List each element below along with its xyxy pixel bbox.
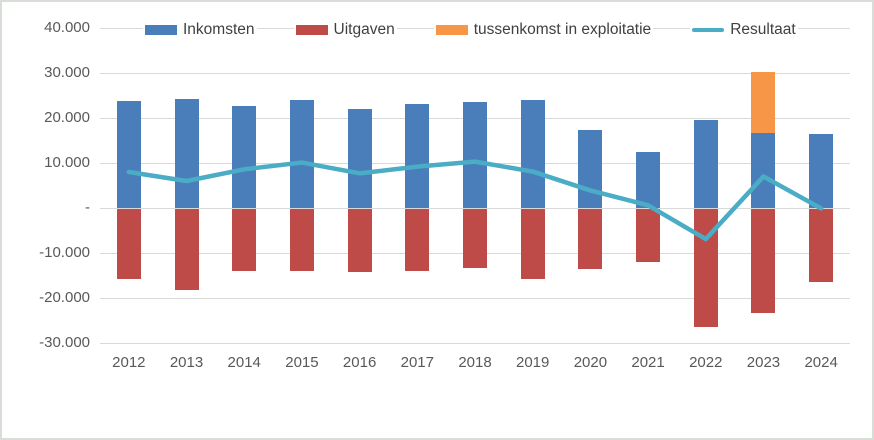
bar-inkomsten-2012: [116, 101, 141, 208]
legend-item-uitgaven: Uitgaven: [293, 21, 397, 39]
x-axis-tick-label: 2024: [804, 354, 838, 371]
bar-inkomsten-2015: [289, 100, 314, 208]
bar-inkomsten-2014: [232, 105, 257, 208]
x-axis-tick-label: 2015: [285, 354, 319, 371]
y-axis-tick-label: 40.000: [44, 19, 90, 36]
y-axis-tick-label: 30.000: [44, 64, 90, 81]
bar-inkomsten-2018: [463, 101, 487, 208]
y-axis-tick-label: 20.000: [44, 109, 90, 126]
y-axis-tick-label: -: [85, 199, 90, 216]
bar-uitgaven-2012: [116, 208, 141, 279]
bar-uitgaven-2015: [289, 208, 314, 271]
legend-label-inkomsten: Inkomsten: [183, 21, 255, 38]
bar-uitgaven-2013: [174, 208, 199, 291]
bar-uitgaven-2017: [405, 208, 430, 271]
x-axis-tick-label: 2016: [342, 354, 377, 371]
x-axis-tick-label: 2017: [400, 354, 434, 371]
bar-uitgaven-2023: [751, 208, 776, 313]
bar-tussenkomst-2023: [751, 71, 776, 133]
tussenkomst-swatch-icon: [435, 25, 468, 35]
x-axis-tick-label: 2013: [169, 354, 204, 371]
bar-inkomsten-2019: [520, 100, 545, 208]
bar-inkomsten-2013: [174, 98, 199, 208]
x-axis-tick-label: 2023: [746, 354, 781, 371]
bar-uitgaven-2018: [463, 208, 487, 268]
legend-label-uitgaven: Uitgaven: [333, 21, 395, 38]
bar-uitgaven-2022: [693, 208, 718, 328]
uitgaven-swatch-icon: [295, 25, 328, 35]
y-axis-tick-label: -30.000: [39, 334, 90, 351]
x-axis-tick-label: 2018: [458, 354, 492, 371]
x-axis-tick-label: 2022: [689, 354, 723, 371]
bar-inkomsten-2022: [693, 119, 718, 208]
bar-inkomsten-2016: [347, 109, 372, 208]
gridline: [100, 342, 850, 344]
legend-item-tussenkomst: tussenkomst in exploitatie: [433, 21, 654, 39]
legend-item-resultaat: Resultaat: [690, 21, 798, 39]
x-axis-tick-label: 2014: [227, 354, 261, 371]
gridline: [100, 72, 850, 74]
gridline: [100, 297, 850, 299]
bar-uitgaven-2014: [232, 208, 257, 272]
legend-label-tussenkomst: tussenkomst in exploitatie: [473, 21, 652, 38]
bar-inkomsten-2017: [405, 104, 430, 208]
bar-inkomsten-2024: [809, 134, 834, 208]
y-axis-tick-label: -20.000: [39, 289, 90, 306]
bar-inkomsten-2020: [578, 129, 603, 208]
x-axis-tick-label: 2020: [573, 354, 608, 371]
legend-item-inkomsten: Inkomsten: [143, 21, 257, 39]
y-axis-tick-label: -10.000: [39, 244, 90, 261]
bar-uitgaven-2020: [578, 208, 603, 269]
x-axis-tick-label: 2021: [631, 354, 665, 371]
bar-inkomsten-2021: [636, 151, 661, 208]
zero-gridline: [100, 207, 850, 209]
resultaat-line-swatch-icon: [692, 28, 725, 32]
bar-uitgaven-2016: [347, 208, 372, 272]
bar-uitgaven-2024: [809, 208, 834, 283]
bar-uitgaven-2021: [636, 208, 661, 262]
legend-label-resultaat: Resultaat: [730, 21, 796, 38]
y-axis-tick-label: 10.000: [44, 154, 90, 171]
bar-inkomsten-2023: [751, 132, 776, 208]
x-axis-tick-label: 2012: [112, 354, 146, 371]
inkomsten-swatch-icon: [145, 25, 177, 35]
x-axis-tick-label: 2019: [516, 354, 550, 371]
chart-legend: Inkomsten Uitgaven tussenkomst in exploi…: [143, 20, 798, 40]
bar-uitgaven-2019: [520, 208, 545, 280]
